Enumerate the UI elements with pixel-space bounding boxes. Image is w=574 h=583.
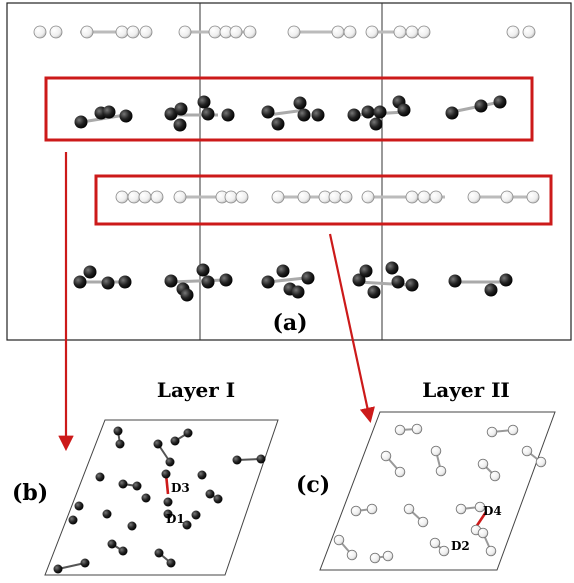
- dark-molecule-row-2: [73, 261, 513, 302]
- d4-bond: [474, 511, 488, 528]
- layer-ii-cell: [319, 411, 556, 571]
- layer-i-cell: [44, 419, 279, 576]
- d1-tag: D1: [166, 512, 185, 526]
- panel-b-label: (b): [12, 480, 48, 506]
- panel-a-label: (a): [272, 310, 307, 336]
- panel-c-label: (c): [296, 472, 330, 498]
- light-molecule-row-middle: [115, 190, 540, 204]
- d2-tag: D2: [451, 539, 470, 553]
- layer-ii-title: Layer II: [422, 378, 510, 402]
- panel-a: (a): [6, 2, 572, 341]
- light-molecule-row-top: [33, 25, 536, 39]
- d3-tag: D3: [171, 481, 190, 495]
- layer-i-title: Layer I: [157, 378, 235, 402]
- panel-b: Layer I (b) D3: [12, 378, 279, 576]
- d4-tag: D4: [483, 504, 502, 518]
- arrow-to-layer-ii: [328, 233, 375, 424]
- layer-i-highlight-box: [44, 76, 534, 142]
- dark-molecule-row-1: [74, 95, 507, 132]
- layer-ii-highlight-box: [94, 174, 553, 226]
- panel-c: Layer II (c): [296, 378, 556, 571]
